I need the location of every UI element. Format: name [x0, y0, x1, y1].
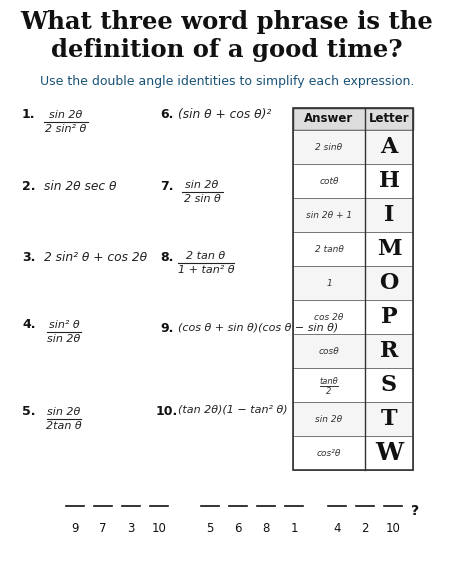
Text: sin 2θ + 1: sin 2θ + 1 [306, 211, 352, 220]
Text: 1: 1 [326, 279, 332, 288]
Bar [293, 334, 413, 368]
Text: (tan 2θ)(1 − tan² θ): (tan 2θ)(1 − tan² θ) [178, 405, 288, 415]
Text: 5.: 5. [22, 405, 35, 418]
Bar [293, 436, 413, 470]
Text: 10: 10 [385, 522, 400, 535]
Text: sin 2θ: sin 2θ [315, 415, 343, 424]
Text: O: O [379, 272, 399, 294]
Text: sin 2θ sec θ: sin 2θ sec θ [44, 180, 116, 193]
Text: W: W [375, 441, 403, 465]
Text: 2 tan θ: 2 tan θ [187, 251, 226, 261]
Text: sin² θ: sin² θ [49, 320, 79, 330]
Text: 1: 1 [290, 522, 298, 535]
Text: 10: 10 [152, 522, 167, 535]
Text: 8.: 8. [160, 251, 173, 264]
Text: 3: 3 [127, 522, 135, 535]
Text: T: T [381, 408, 397, 430]
Text: Use the double angle identities to simplify each expression.: Use the double angle identities to simpl… [40, 75, 414, 88]
Text: H: H [379, 170, 399, 192]
Text: sin 2θ: sin 2θ [47, 407, 81, 417]
Text: 2 sin² θ + cos 2θ: 2 sin² θ + cos 2θ [44, 251, 147, 264]
Text: sin 2θ: sin 2θ [47, 334, 81, 344]
Text: Letter: Letter [369, 112, 410, 125]
Bar [293, 108, 413, 470]
Bar [293, 130, 413, 164]
Text: 1 + tan² θ: 1 + tan² θ [178, 265, 234, 275]
Bar [293, 198, 413, 232]
Text: M: M [377, 238, 401, 260]
Text: 9.: 9. [160, 322, 173, 335]
Text: 2 sin θ: 2 sin θ [184, 194, 220, 204]
Bar [293, 108, 413, 130]
Text: sin 2θ: sin 2θ [50, 110, 83, 120]
Text: A: A [380, 136, 398, 158]
Bar [293, 368, 413, 402]
Text: Answer: Answer [304, 112, 354, 125]
Text: 6.: 6. [160, 108, 173, 121]
Text: 2: 2 [326, 388, 332, 397]
Text: cosθ: cosθ [318, 347, 339, 356]
Bar [293, 266, 413, 300]
Text: 6: 6 [234, 522, 242, 535]
Text: 3.: 3. [22, 251, 35, 264]
Bar [293, 164, 413, 198]
Text: 2 sin² θ: 2 sin² θ [46, 124, 86, 134]
Bar [293, 402, 413, 436]
Text: 9: 9 [71, 522, 79, 535]
Text: 2tan θ: 2tan θ [46, 421, 82, 431]
Text: tanθ: tanθ [319, 377, 339, 386]
Text: 2 tanθ: 2 tanθ [314, 244, 344, 253]
Text: 10.: 10. [156, 405, 178, 418]
Text: 2.: 2. [22, 180, 35, 193]
Text: 5: 5 [206, 522, 214, 535]
Text: sin 2θ: sin 2θ [185, 180, 218, 190]
Text: S: S [381, 374, 397, 396]
Text: cos 2θ: cos 2θ [314, 312, 344, 321]
Text: 2: 2 [361, 522, 369, 535]
Text: 8: 8 [263, 522, 270, 535]
Text: cos²θ: cos²θ [317, 448, 341, 457]
Bar [293, 232, 413, 266]
Text: (cos θ + sin θ)(cos θ − sin θ): (cos θ + sin θ)(cos θ − sin θ) [178, 322, 338, 332]
Bar [293, 300, 413, 334]
Text: (sin θ + cos θ)²: (sin θ + cos θ)² [178, 108, 271, 121]
Text: What three word phrase is the: What three word phrase is the [20, 10, 433, 34]
Text: R: R [380, 340, 398, 362]
Text: definition of a good time?: definition of a good time? [51, 38, 403, 62]
Text: 1.: 1. [22, 108, 35, 121]
Text: 4.: 4. [22, 318, 35, 331]
Text: P: P [381, 306, 397, 328]
Text: ?: ? [411, 504, 419, 518]
Text: 4: 4 [333, 522, 341, 535]
Text: 7.: 7. [160, 180, 173, 193]
Text: 2 sinθ: 2 sinθ [315, 143, 343, 152]
Text: cotθ: cotθ [319, 176, 339, 185]
Text: 7: 7 [99, 522, 107, 535]
Text: I: I [384, 204, 394, 226]
